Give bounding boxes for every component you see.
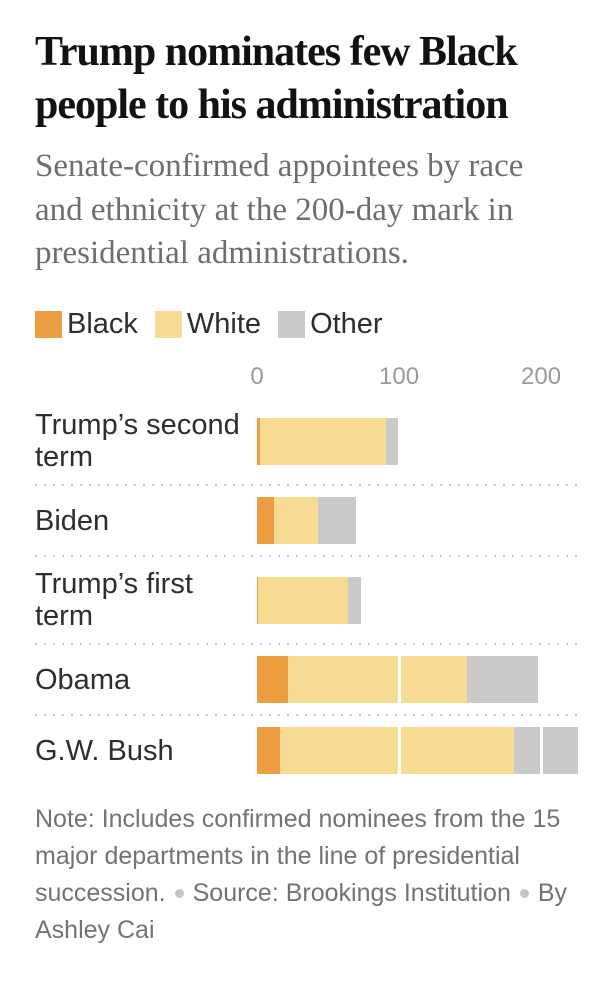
legend-label-white: White bbox=[186, 308, 262, 341]
row-separator bbox=[35, 484, 578, 487]
stacked-bar bbox=[257, 497, 357, 545]
legend-label-black: Black bbox=[67, 308, 138, 341]
bar-area bbox=[257, 497, 578, 545]
gridline bbox=[398, 417, 402, 465]
stacked-bar bbox=[257, 656, 539, 704]
bar-segment-white bbox=[258, 576, 348, 624]
gridline bbox=[540, 497, 544, 545]
gridline bbox=[398, 497, 402, 545]
stacked-bar-chart: 0 100 200 Trump’s second term Biden Trump’… bbox=[35, 363, 578, 785]
gridline bbox=[398, 727, 402, 775]
x-axis-tick-200: 200 bbox=[521, 363, 562, 391]
row-label: Obama bbox=[35, 663, 131, 696]
bar-segment-other bbox=[467, 656, 539, 704]
bar-segment-other bbox=[318, 497, 357, 545]
chart-row: G.W. Bush bbox=[35, 716, 578, 785]
note-text: Note: Includes confirmed nominees from t… bbox=[35, 805, 561, 908]
legend-label-other: Other bbox=[310, 308, 383, 341]
bar-segment-black bbox=[257, 656, 289, 704]
bar-segment-white bbox=[259, 417, 387, 465]
chart-row: Trump’s second term bbox=[35, 398, 578, 484]
page-title: Trump nominates few Black people to his … bbox=[35, 26, 578, 133]
chart-row: Biden bbox=[35, 486, 578, 555]
title-line-2: people to his administration bbox=[35, 82, 509, 129]
stacked-bar bbox=[257, 727, 578, 775]
bar-segment-white bbox=[288, 656, 468, 704]
title-line-1: Trump nominates few Black bbox=[35, 29, 518, 75]
x-axis: 0 100 200 bbox=[250, 363, 578, 393]
bar-segment-white bbox=[274, 497, 319, 545]
row-separator bbox=[35, 555, 578, 558]
row-label: G.W. Bush bbox=[35, 734, 174, 767]
gridline bbox=[540, 576, 544, 624]
legend-item-black: Black bbox=[35, 308, 138, 341]
stacked-bar bbox=[257, 417, 401, 465]
bar-segment-other bbox=[386, 417, 401, 465]
bar-area bbox=[257, 417, 578, 465]
bar-area bbox=[257, 727, 578, 775]
separator-dot-icon bbox=[519, 889, 529, 899]
chart-subtitle: Senate-confirmed appointees by race and … bbox=[35, 147, 524, 272]
source-text: Source: Brookings Institution bbox=[192, 879, 511, 908]
legend-swatch-white bbox=[154, 311, 182, 339]
bar-segment-black bbox=[257, 417, 260, 465]
stacked-bar bbox=[257, 576, 361, 624]
bar-segment-black bbox=[257, 497, 275, 545]
chart-row: Obama bbox=[35, 645, 578, 714]
footer-note: Note: Includes confirmed nominees from t… bbox=[35, 801, 578, 949]
bar-area bbox=[257, 576, 578, 624]
legend-item-white: White bbox=[154, 308, 262, 341]
separator-dot-icon bbox=[174, 889, 184, 899]
gridline bbox=[540, 727, 544, 775]
chart-row: Trump’s first term bbox=[35, 557, 578, 643]
legend-item-other: Other bbox=[278, 308, 383, 341]
gridline bbox=[398, 576, 402, 624]
legend-swatch-other bbox=[278, 311, 306, 339]
legend-swatch-black bbox=[35, 311, 62, 339]
bar-segment-other bbox=[514, 727, 578, 775]
bar-segment-black bbox=[257, 576, 259, 624]
row-separator bbox=[35, 643, 578, 646]
gridline bbox=[540, 417, 544, 465]
row-label: Biden bbox=[35, 504, 110, 537]
gridline bbox=[540, 656, 544, 704]
x-axis-tick-100: 100 bbox=[379, 363, 420, 391]
row-separator bbox=[35, 714, 578, 717]
byline-text: By Ashley Cai bbox=[35, 879, 568, 945]
chart-rows: Trump’s second term Biden Trump’s first te… bbox=[35, 398, 578, 785]
chart-legend: Black White Other bbox=[35, 308, 578, 341]
bar-segment-black bbox=[257, 727, 280, 775]
bar-segment-white bbox=[279, 727, 515, 775]
gridline bbox=[398, 656, 402, 704]
row-label: Trump’s first term bbox=[35, 568, 193, 633]
row-label: Trump’s second term bbox=[35, 409, 240, 474]
bar-segment-other bbox=[347, 576, 361, 624]
bar-area bbox=[257, 656, 578, 704]
x-axis-tick-0: 0 bbox=[250, 363, 264, 391]
